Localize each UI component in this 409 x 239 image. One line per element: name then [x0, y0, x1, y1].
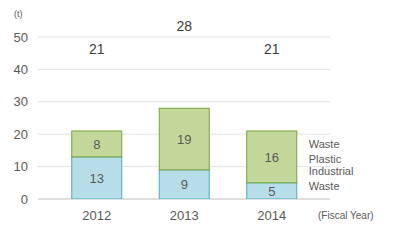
y-tick-label: 30 [14, 94, 28, 109]
y-axis-label: (t) [14, 9, 23, 19]
y-tick-label: 40 [14, 62, 28, 77]
y-tick-label: 0 [21, 192, 28, 207]
bar-segment [247, 183, 297, 199]
y-tick-label: 20 [14, 127, 28, 142]
legend-line: Plastic [309, 153, 342, 165]
bar-segment [159, 170, 209, 199]
legend-line: Waste [309, 180, 340, 192]
legend-line: Industrial [309, 165, 354, 177]
x-tick-label: 2013 [170, 208, 199, 223]
total-label: 28 [176, 18, 192, 34]
data-label: 16 [265, 150, 279, 165]
data-label: 19 [177, 132, 191, 147]
bar-segment [72, 131, 122, 157]
total-label: 21 [264, 41, 280, 57]
total-label: 21 [89, 41, 105, 57]
legend-entry: Industrial Waste [309, 165, 354, 192]
x-axis-label: (Fiscal Year) [318, 210, 374, 221]
grid-line [38, 101, 330, 102]
chart: 0 10 20 30 40 50 (t) 13 8 21 9 19 28 5 16 21 2012 2013 201… [0, 0, 409, 239]
bar-segment [72, 157, 122, 199]
y-tick-label: 10 [14, 159, 28, 174]
x-tick-label: 2012 [82, 208, 111, 223]
y-tick-label: 50 [14, 30, 28, 45]
grid-line [38, 69, 330, 70]
bars [72, 108, 297, 199]
bar-segment [247, 131, 297, 183]
data-label: 13 [90, 171, 104, 186]
bar-segment [159, 108, 209, 170]
x-tick-label: 2014 [257, 208, 286, 223]
legend-line: Waste [309, 138, 340, 150]
data-label: 8 [93, 137, 100, 152]
data-label: 5 [268, 184, 275, 199]
legend-entry: Waste Plastic [309, 138, 342, 165]
grid-line [38, 37, 330, 38]
data-labels: 13 8 21 9 19 28 5 16 21 [89, 18, 280, 199]
data-label: 9 [181, 177, 188, 192]
